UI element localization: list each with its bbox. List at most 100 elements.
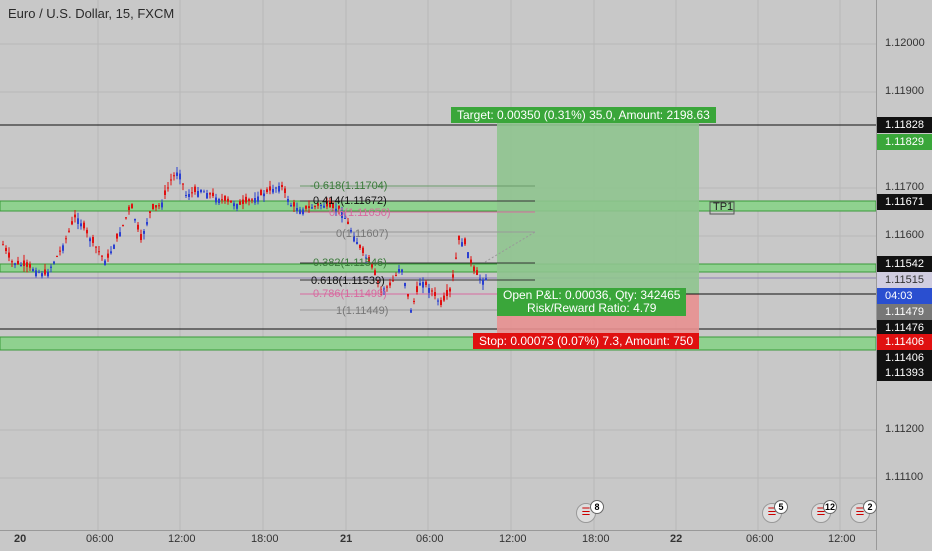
candle-body	[368, 257, 370, 262]
price-chart[interactable]	[0, 0, 876, 530]
candle-body	[65, 238, 67, 240]
candle-body	[392, 280, 394, 282]
pnl-label[interactable]: Open P&L: 0.00036, Qty: 342465 Risk/Rewa…	[497, 288, 687, 316]
countdown-tag: 04:03	[877, 288, 932, 304]
candle-body	[302, 209, 304, 215]
candle-body	[245, 196, 247, 203]
price-tag-line: 1.11476	[877, 320, 932, 336]
candle-body	[365, 257, 367, 259]
candle-body	[458, 235, 460, 240]
candle-body	[296, 208, 298, 212]
candle-body	[461, 242, 463, 247]
candle-body	[20, 265, 22, 266]
fib-3: 0.5(1.11650)	[329, 207, 391, 219]
price-label: 1.11700	[885, 181, 924, 193]
candle-body	[383, 288, 385, 291]
candle-body	[155, 205, 157, 208]
candle-body	[305, 205, 307, 209]
candle-body	[17, 260, 19, 265]
chart-title: Euro / U.S. Dollar, 15, FXCM	[8, 6, 175, 21]
target-label[interactable]: Target: 0.00350 (0.31%) 35.0, Amount: 21…	[451, 107, 716, 123]
candle-body	[287, 199, 289, 202]
time-label: 18:00	[582, 533, 610, 545]
candle-body	[299, 209, 301, 214]
candle-body	[119, 232, 121, 237]
support-zone[interactable]	[0, 263, 876, 273]
candle-body	[275, 187, 277, 189]
candle-body	[197, 191, 199, 197]
candle-body	[170, 179, 172, 181]
pnl-line2: Risk/Reward Ratio: 4.79	[527, 301, 657, 315]
price-tag-zone: 1.11406	[877, 350, 932, 366]
event-count-badge: 2	[863, 500, 877, 514]
candle-body	[50, 266, 52, 268]
candle-body	[419, 283, 421, 286]
candle-body	[326, 200, 328, 207]
candle-body	[416, 286, 418, 292]
candle-body	[203, 191, 205, 193]
tp1-marker[interactable]	[709, 201, 735, 215]
candle-body	[98, 251, 100, 253]
candle-body	[149, 211, 151, 213]
pnl-line1: Open P&L: 0.00036, Qty: 342465	[503, 288, 681, 302]
candle-body	[95, 246, 97, 248]
stop-label[interactable]: Stop: 0.00073 (0.07%) 7.3, Amount: 750	[473, 333, 700, 349]
candle-body	[107, 253, 109, 258]
candle-body	[242, 199, 244, 204]
price-tag-target: 1.11828	[877, 117, 932, 133]
candle-body	[11, 261, 13, 263]
candle-body	[8, 252, 10, 258]
candle-body	[338, 205, 340, 210]
candle-body	[263, 193, 265, 197]
candle-body	[47, 271, 49, 277]
candle-body	[128, 206, 130, 210]
candle-body	[329, 201, 331, 208]
time-label: 12:00	[168, 533, 196, 545]
candle-body	[239, 201, 241, 205]
candle-body	[290, 205, 292, 207]
price-tag-stop: 1.11406	[877, 334, 932, 350]
time-axis[interactable]	[0, 530, 876, 551]
candle-body	[182, 183, 184, 185]
candle-body	[233, 203, 235, 207]
candle-body	[224, 196, 226, 201]
candle-body	[473, 266, 475, 272]
candle-body	[209, 193, 211, 195]
price-tag-current: 1.11515	[877, 272, 932, 288]
candle-body	[311, 207, 313, 209]
candle-body	[437, 300, 439, 302]
candle-body	[32, 268, 34, 271]
candle-body	[113, 244, 115, 249]
candle-body	[158, 205, 160, 207]
candlesticks	[2, 167, 487, 313]
fib-8: 1(1.11449)	[336, 305, 389, 317]
candle-body	[152, 203, 154, 209]
candle-body	[407, 293, 409, 297]
candle-body	[206, 193, 208, 199]
candle-body	[53, 261, 55, 264]
candle-body	[230, 200, 232, 203]
time-label: 22	[670, 533, 683, 545]
candle-body	[227, 198, 229, 202]
candle-body	[185, 195, 187, 196]
candle-body	[425, 281, 427, 285]
stop-zone[interactable]	[0, 336, 876, 351]
candle-body	[449, 288, 451, 292]
fib-1: -0.618(1.11704)	[310, 180, 388, 192]
candle-body	[347, 221, 349, 224]
candle-body	[314, 206, 316, 208]
candle-body	[59, 250, 61, 252]
candle-body	[41, 273, 43, 277]
price-tag-target-green: 1.11829	[877, 134, 932, 150]
price-tag-low: 1.11393	[877, 365, 932, 381]
candle-body	[122, 224, 124, 226]
candle-body	[194, 186, 196, 192]
candle-body	[188, 194, 190, 198]
candle-body	[413, 300, 415, 302]
candle-body	[377, 281, 379, 283]
candle-body	[35, 270, 37, 277]
event-count-badge: 12	[823, 500, 837, 514]
target-box[interactable]	[497, 122, 699, 294]
candle-body	[164, 190, 166, 195]
